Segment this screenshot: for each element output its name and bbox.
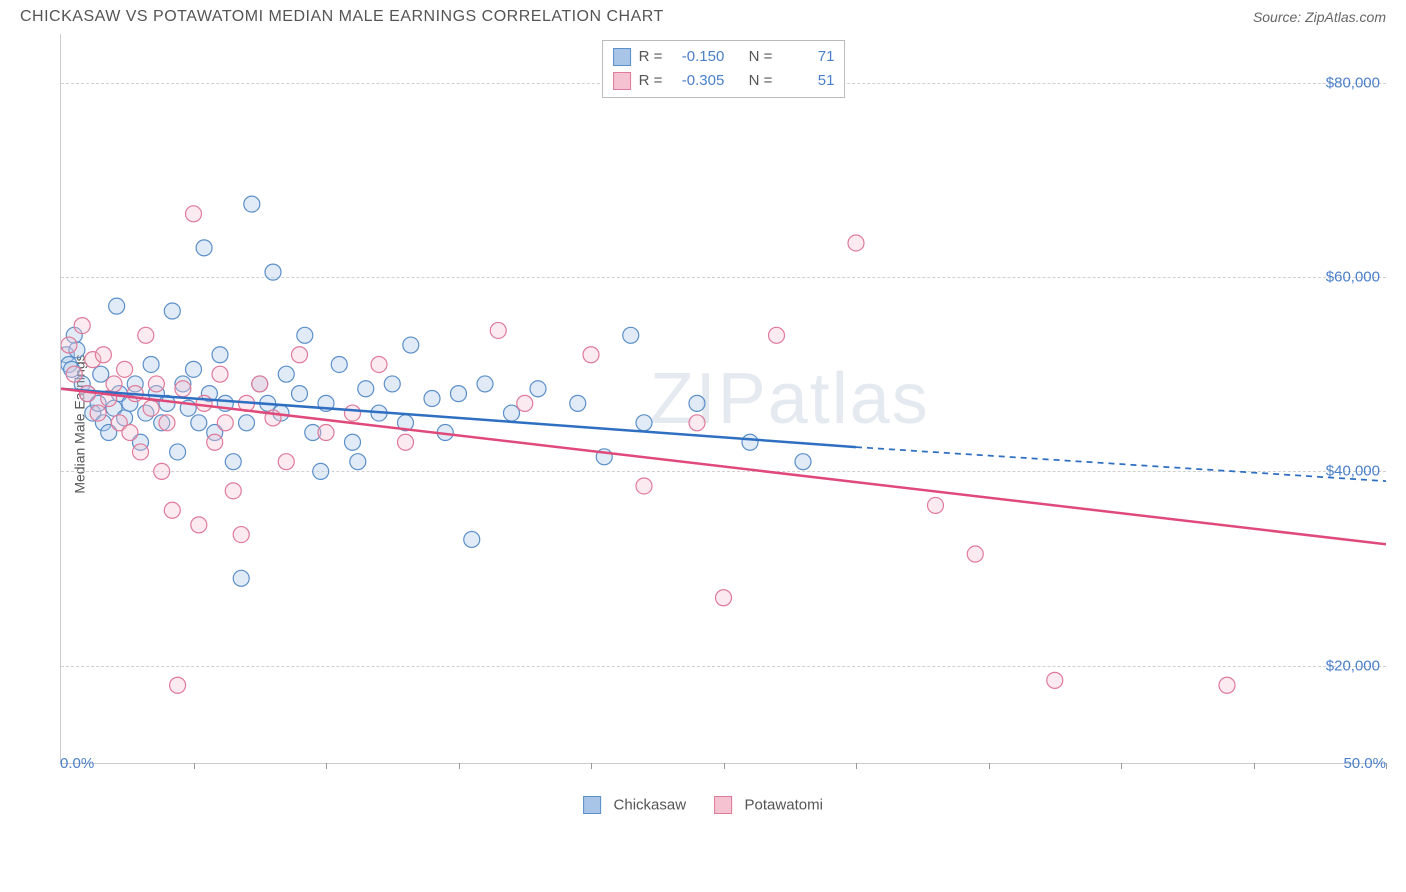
plot-area: ZIPatlas R = -0.150 N = 71 R = -0.305 N … — [60, 34, 1386, 764]
swatch-chickasaw — [613, 48, 631, 66]
source-attribution: Source: ZipAtlas.com — [1253, 9, 1386, 25]
stats-row-potawatomi: R = -0.305 N = 51 — [613, 69, 835, 93]
r-label: R = — [639, 45, 663, 69]
stats-legend: R = -0.150 N = 71 R = -0.305 N = 51 — [602, 40, 846, 98]
r-value-chickasaw: -0.150 — [670, 45, 724, 69]
plot-svg — [61, 34, 1386, 763]
legend-box-chickasaw — [583, 796, 601, 814]
r-value-potawatomi: -0.305 — [670, 69, 724, 93]
n-value-potawatomi: 51 — [780, 69, 834, 93]
chart-title: CHICKASAW VS POTAWATOMI MEDIAN MALE EARN… — [20, 8, 664, 26]
r-label: R = — [639, 69, 663, 93]
series-legend: Chickasaw Potawatomi — [583, 796, 823, 814]
chart-container: Median Male Earnings ZIPatlas R = -0.150… — [20, 34, 1386, 814]
n-value-chickasaw: 71 — [780, 45, 834, 69]
legend-label-potawatomi: Potawatomi — [745, 796, 823, 813]
stats-row-chickasaw: R = -0.150 N = 71 — [613, 45, 835, 69]
n-label: N = — [749, 69, 773, 93]
legend-label-chickasaw: Chickasaw — [614, 796, 687, 813]
legend-box-potawatomi — [714, 796, 732, 814]
legend-item-potawatomi: Potawatomi — [714, 796, 823, 814]
n-label: N = — [749, 45, 773, 69]
swatch-potawatomi — [613, 72, 631, 90]
legend-item-chickasaw: Chickasaw — [583, 796, 686, 814]
